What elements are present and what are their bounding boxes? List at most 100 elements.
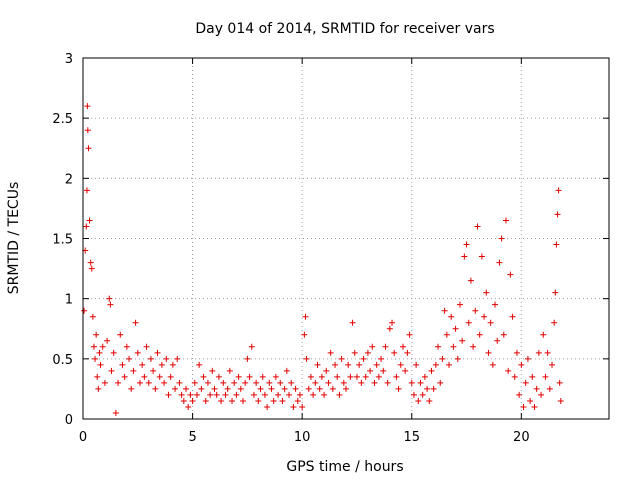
data-point [551, 319, 558, 326]
data-point [428, 367, 435, 374]
data-point [391, 349, 398, 356]
data-point [498, 235, 505, 242]
data-point [476, 331, 483, 338]
y-tick-labels: 0 0.5 1 1.5 2 2.5 3 [52, 52, 73, 428]
data-point [128, 385, 135, 392]
data-point [108, 367, 115, 374]
data-point [112, 409, 119, 416]
data-point [441, 307, 448, 314]
data-point [323, 367, 330, 374]
data-point [213, 391, 220, 398]
data-point [93, 331, 100, 338]
data-point [389, 319, 396, 326]
data-point [421, 373, 428, 380]
data-point [424, 385, 431, 392]
data-point [492, 301, 499, 308]
data-point [439, 355, 446, 362]
data-point [478, 253, 485, 260]
data-point [454, 355, 461, 362]
data-point [235, 373, 242, 380]
data-point [426, 397, 433, 404]
data-point [147, 355, 154, 362]
y-tick-label: 0.5 [52, 353, 73, 368]
data-point [356, 361, 363, 368]
data-point [92, 355, 99, 362]
data-point [540, 331, 547, 338]
y-axis-label: SRMTID / TECUs [6, 182, 22, 295]
y-tick-label: 3 [65, 52, 73, 67]
data-point [553, 241, 560, 248]
data-point [413, 361, 420, 368]
data-point [185, 403, 192, 410]
data-point [402, 367, 409, 374]
data-point [95, 385, 102, 392]
data-point [96, 349, 103, 356]
data-point [145, 379, 152, 386]
data-point [410, 391, 417, 398]
data-point [178, 391, 185, 398]
data-point [88, 265, 95, 272]
data-point [549, 361, 556, 368]
data-point [452, 325, 459, 332]
data-point [474, 223, 481, 230]
data-point [518, 361, 525, 368]
data-point [336, 391, 343, 398]
data-point [305, 385, 312, 392]
data-point [231, 379, 238, 386]
data-point [461, 253, 468, 260]
data-point [362, 373, 369, 380]
data-point [253, 379, 260, 386]
data-point [119, 361, 126, 368]
data-point [154, 349, 161, 356]
data-point [172, 385, 179, 392]
data-point [502, 217, 509, 224]
data-point [472, 307, 479, 314]
data-point [555, 187, 562, 194]
data-point [556, 379, 563, 386]
data-point [535, 349, 542, 356]
data-point [446, 361, 453, 368]
data-point [386, 325, 393, 332]
data-point [81, 307, 88, 314]
data-point [89, 313, 96, 320]
data-point [272, 373, 279, 380]
data-point [239, 397, 246, 404]
data-point [397, 361, 404, 368]
data-point [527, 397, 534, 404]
data-point [283, 367, 290, 374]
data-point [158, 361, 165, 368]
data-point [218, 397, 225, 404]
data-point [554, 211, 561, 218]
data-point [255, 397, 262, 404]
data-point [443, 331, 450, 338]
data-point [437, 379, 444, 386]
data-point [371, 379, 378, 386]
data-point [316, 385, 323, 392]
data-point [450, 343, 457, 350]
data-point [97, 361, 104, 368]
data-point [117, 331, 124, 338]
data-point [174, 355, 181, 362]
data-point [321, 391, 328, 398]
data-point [299, 403, 306, 410]
data-point [312, 379, 319, 386]
data-point [393, 373, 400, 380]
data-point [329, 385, 336, 392]
data-point [264, 403, 271, 410]
data-point [489, 361, 496, 368]
data-point [364, 349, 371, 356]
x-tick-label: 15 [403, 430, 420, 445]
data-point [349, 319, 356, 326]
data-point [485, 349, 492, 356]
data-point [143, 343, 150, 350]
data-point [448, 313, 455, 320]
data-point [200, 373, 207, 380]
data-point [467, 277, 474, 284]
data-point [94, 373, 101, 380]
data-point [302, 313, 309, 320]
data-point [176, 379, 183, 386]
data-point [286, 391, 293, 398]
data-point [463, 241, 470, 248]
data-point [87, 259, 94, 266]
